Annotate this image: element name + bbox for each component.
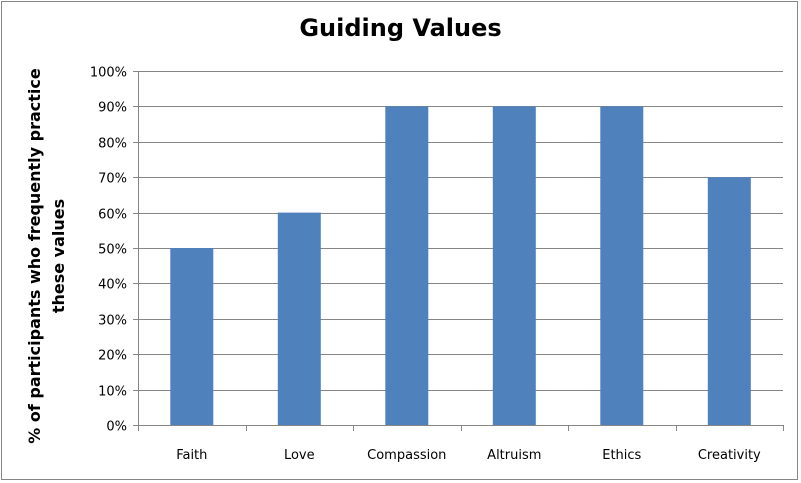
bars [170,106,751,426]
x-tick-label: Love [284,448,315,463]
y-tick-label: 10% [98,385,127,400]
axes [133,71,784,431]
gridlines [138,71,783,391]
y-tick-label: 40% [98,278,127,293]
chart-title: Guiding Values [299,14,502,42]
y-tick-label: 60% [98,208,127,223]
bar-altruism [492,106,536,426]
x-tick-label: Creativity [698,448,761,463]
bar-faith [170,248,214,425]
x-tick-label: Altruism [487,448,541,463]
x-tick-label: Faith [176,448,207,463]
tick-labels: 0% 10% 20% 30% 40% 50% 60% 70% 80% 90% 100% Faith Lo… [90,66,761,464]
y-tick-label: 20% [98,349,127,364]
y-tick-label: 90% [98,101,127,116]
y-tick-label: 30% [98,314,127,329]
bar-compassion [385,106,429,426]
bar-love [277,212,321,425]
y-tick-label: 100% [90,66,127,81]
y-tick-label: 80% [98,137,127,152]
y-tick-label: 70% [98,172,127,187]
bar-creativity [707,177,751,425]
y-tick-label: 0% [106,420,127,435]
x-tick-label: Compassion [367,448,446,463]
y-tick-label: 50% [98,243,127,258]
x-tick-label: Ethics [602,448,641,463]
bar-ethics [600,106,644,426]
